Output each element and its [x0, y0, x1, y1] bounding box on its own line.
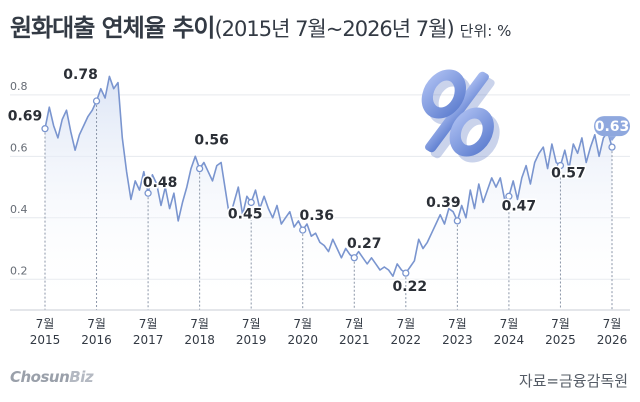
data-label: 0.56 [194, 133, 229, 149]
data-point [195, 164, 204, 173]
x-tick-year: 2020 [287, 333, 318, 347]
chart-title: 원화대출 연체율 추이(2015년 7월~2026년 7월) 단위: % [10, 8, 511, 43]
x-tick-month: 7월 [190, 317, 209, 331]
highlight-label-box [594, 116, 630, 137]
x-tick-month: 7월 [448, 317, 467, 331]
title-period: (2015년 7월~2026년 7월) [214, 17, 454, 41]
x-tick-year: 2017 [133, 333, 164, 347]
data-point [350, 254, 358, 262]
data-point [247, 198, 255, 207]
x-tick-year: 2026 [597, 333, 628, 347]
x-tick-year: 2022 [391, 333, 422, 347]
percent-icon [421, 69, 500, 163]
data-label: 0.47 [502, 198, 537, 214]
x-tick-year: 2015 [30, 333, 61, 347]
data-label: 0.78 [63, 67, 98, 83]
x-tick-month: 7월 [36, 317, 55, 331]
data-point [608, 143, 616, 151]
x-tick-year: 2018 [184, 333, 215, 347]
y-tick-label: 0.8 [10, 80, 28, 93]
source-note: 자료=금융감독원 [518, 372, 628, 390]
data-label: 0.22 [393, 279, 428, 295]
x-tick-month: 7월 [551, 317, 570, 331]
data-label: 0.63 [595, 119, 630, 135]
x-tick-month: 7월 [242, 317, 261, 331]
highlight-label-pointer [608, 136, 616, 142]
series-line [44, 75, 613, 277]
data-point [402, 269, 410, 277]
unit-label: 단위: % [459, 22, 512, 40]
data-label: 0.36 [299, 208, 334, 224]
data-label: 0.45 [228, 206, 263, 222]
y-tick-label: 0.6 [10, 141, 28, 154]
x-tick-month: 7월 [345, 317, 364, 331]
data-label: 0.39 [426, 195, 461, 211]
y-tick-label: 0.4 [10, 203, 28, 216]
x-tick-month: 7월 [139, 317, 158, 331]
x-tick-year: 2016 [81, 333, 112, 347]
data-point [299, 226, 307, 234]
x-tick-month: 7월 [603, 317, 622, 331]
series-area [45, 76, 612, 311]
x-tick-year: 2024 [494, 333, 525, 347]
title-main: 원화대출 연체율 추이 [10, 14, 215, 42]
data-point [505, 192, 513, 200]
x-tick-year: 2023 [442, 333, 473, 347]
x-tick-year: 2021 [339, 333, 370, 347]
x-tick-year: 2025 [545, 333, 576, 347]
data-point [92, 97, 101, 105]
x-tick-month: 7월 [500, 317, 519, 331]
x-tick-month: 7월 [293, 317, 312, 331]
x-tick-year: 2019 [236, 333, 267, 347]
chosunbiz-logo: ChosunBiz [10, 368, 94, 386]
data-point [453, 217, 462, 225]
data-label: 0.27 [347, 236, 382, 252]
data-label: 0.57 [551, 166, 586, 182]
data-point [41, 125, 49, 133]
x-tick-month: 7월 [87, 317, 106, 331]
y-tick-label: 0.2 [10, 264, 28, 277]
x-tick-month: 7월 [396, 317, 415, 331]
data-label: 0.48 [143, 175, 178, 191]
data-point [144, 189, 152, 197]
data-point [556, 161, 565, 170]
data-label: 0.69 [8, 109, 43, 125]
